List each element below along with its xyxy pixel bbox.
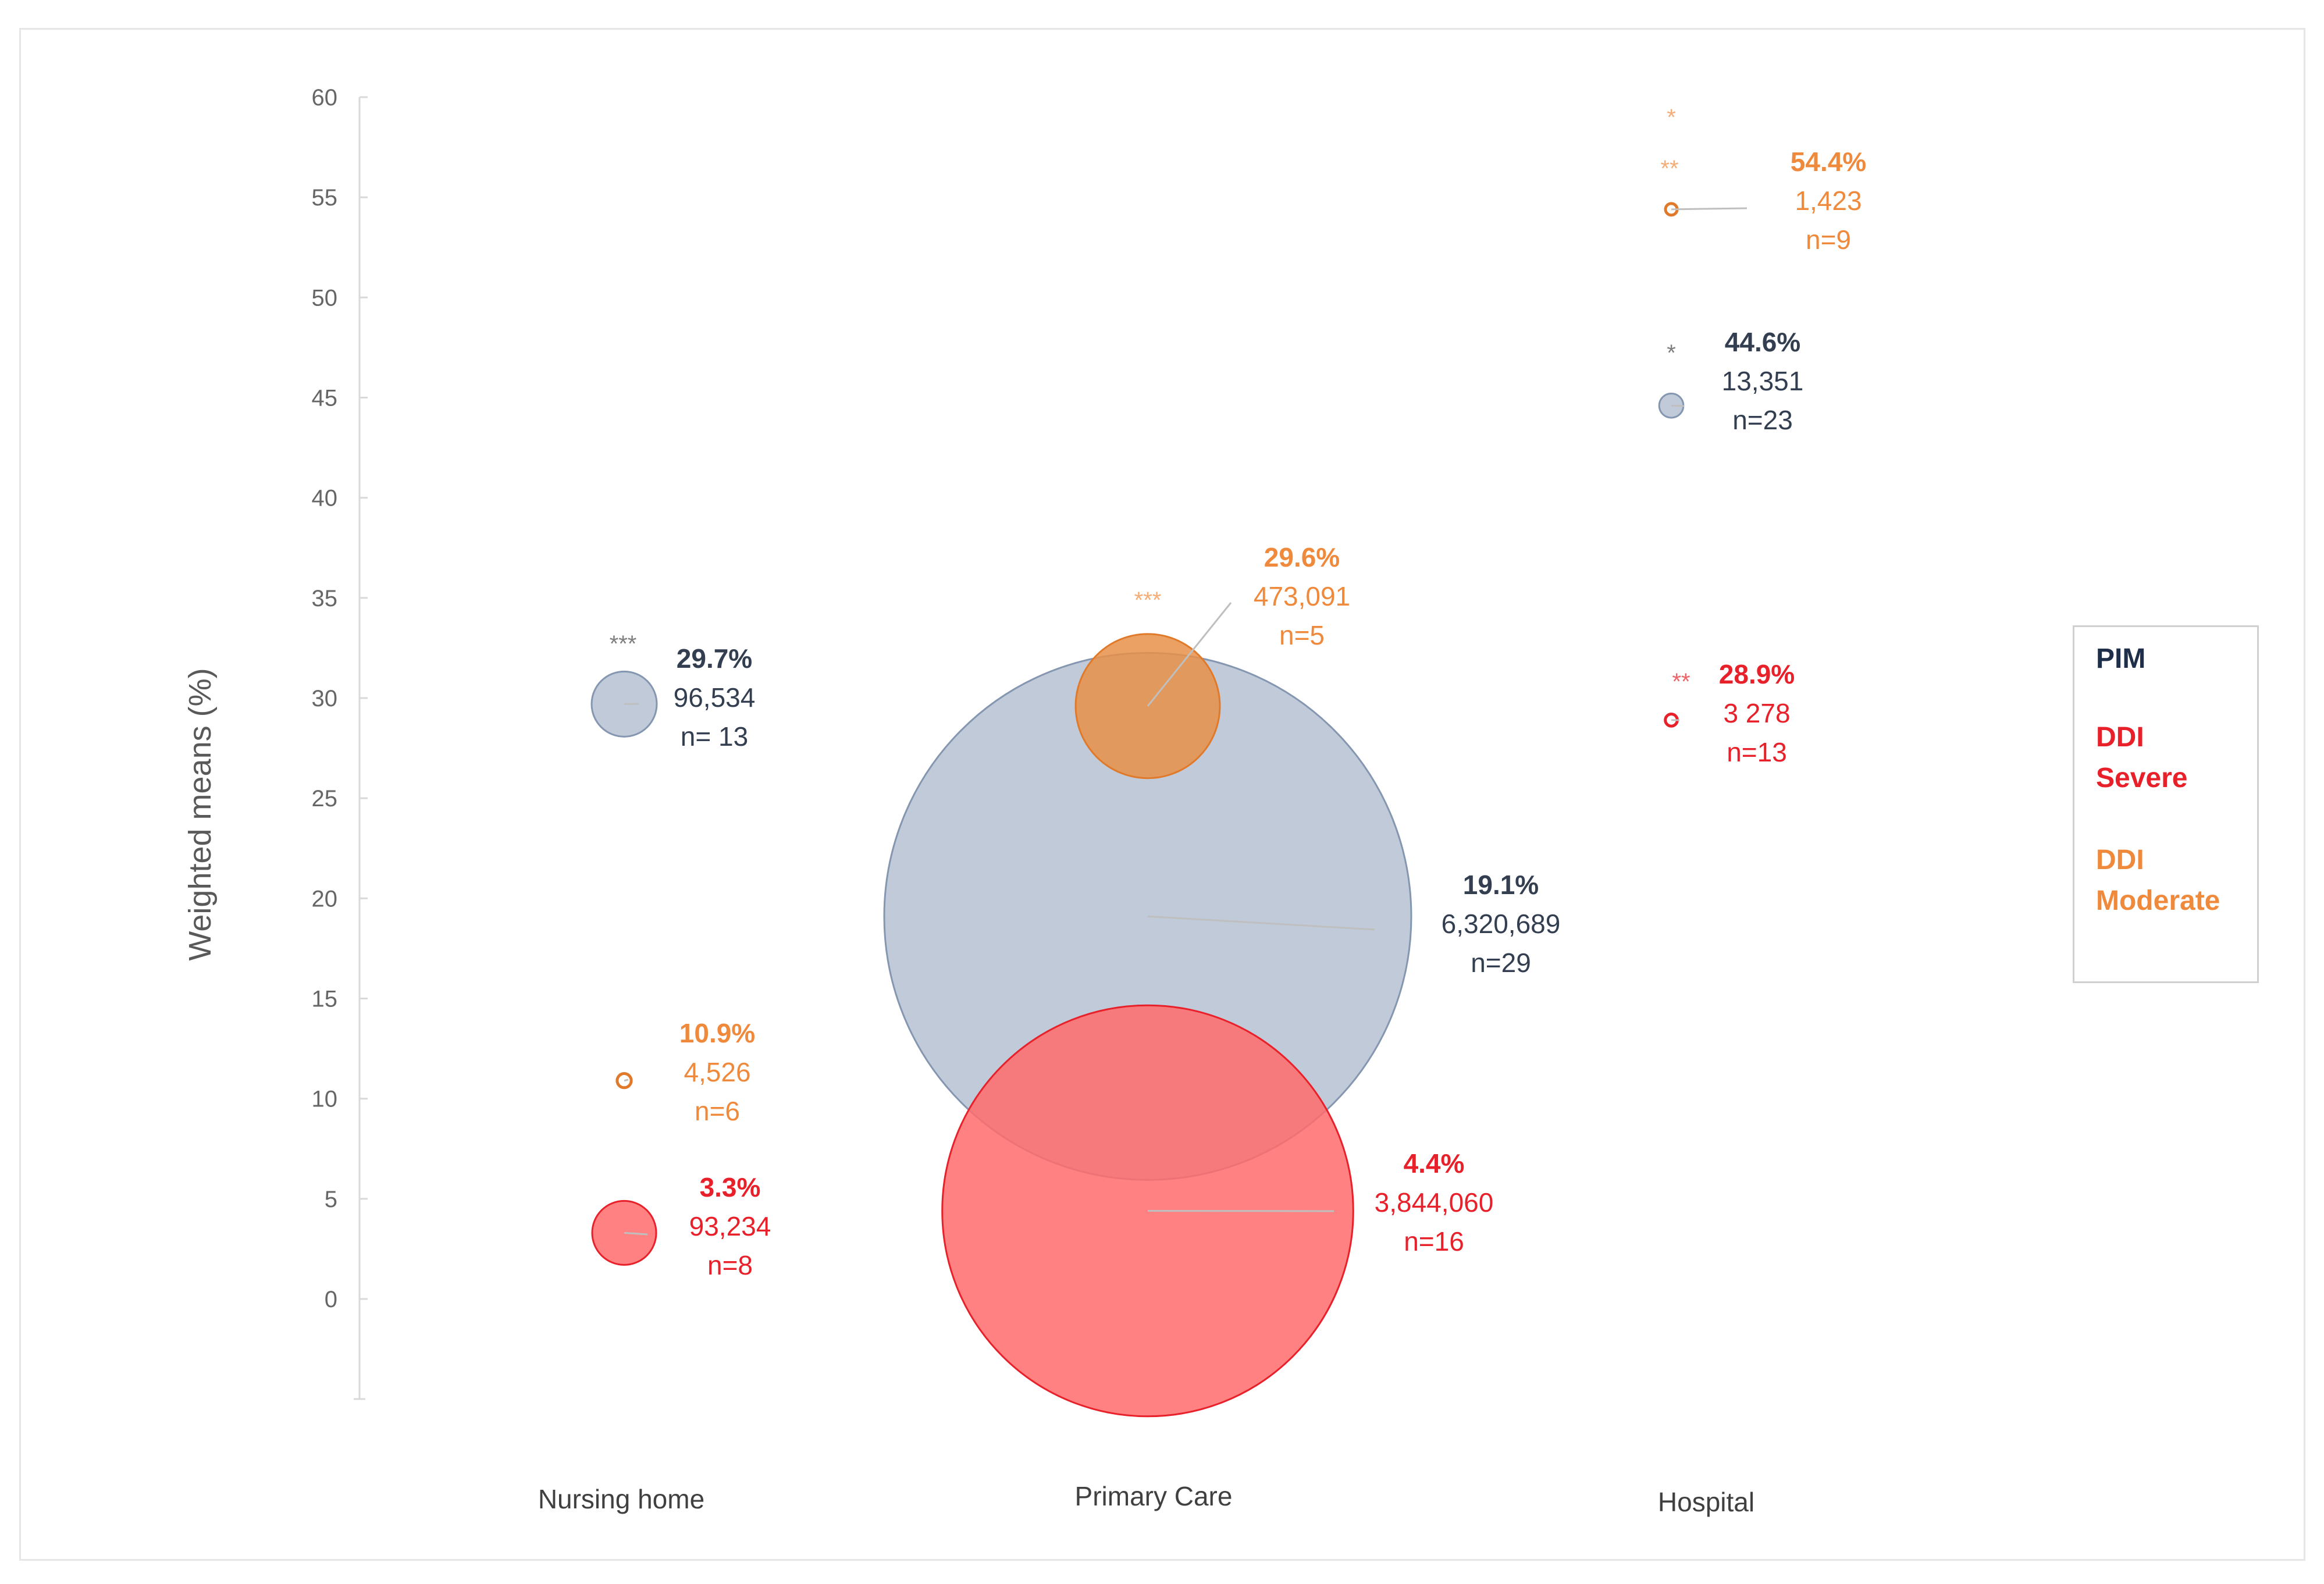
y-axis-label: Weighted means (%) bbox=[183, 668, 218, 960]
significance-stars: *** bbox=[1134, 588, 1162, 613]
data-label-n: n=16 bbox=[1404, 1226, 1464, 1256]
data-label-n: n= 13 bbox=[681, 721, 748, 752]
y-tick-label: 20 bbox=[312, 886, 338, 912]
leader-line bbox=[624, 1231, 648, 1236]
data-label-n: n=6 bbox=[695, 1096, 740, 1126]
data-label-count: 6,320,689 bbox=[1442, 909, 1561, 939]
y-tick-label: 30 bbox=[312, 686, 338, 711]
legend-item-pim: PIM bbox=[2096, 643, 2146, 674]
data-label-n: n=13 bbox=[1727, 737, 1787, 767]
x-axis-categories: Nursing home Primary Care Hospital bbox=[538, 1481, 1754, 1517]
leader-line bbox=[1671, 404, 1685, 407]
y-tick-label: 15 bbox=[312, 987, 338, 1012]
data-label-percent: 4.4% bbox=[1404, 1148, 1465, 1179]
y-tick-label: 10 bbox=[312, 1087, 338, 1112]
y-tick-label: 0 bbox=[325, 1287, 337, 1312]
y-tick-label: 40 bbox=[312, 486, 338, 511]
data-label-count: 96,534 bbox=[674, 682, 756, 713]
data-label-count: 473,091 bbox=[1254, 581, 1350, 611]
legend-item-ddi-moderate: DDI Moderate bbox=[2096, 845, 2220, 916]
data-label-percent: 54.4% bbox=[1791, 147, 1866, 177]
data-label-count: 3 278 bbox=[1723, 698, 1790, 728]
data-label-n: n=29 bbox=[1471, 948, 1531, 978]
y-tick-label: 25 bbox=[312, 786, 338, 811]
data-label-n: n=23 bbox=[1732, 405, 1793, 435]
data-label-count: 1,423 bbox=[1795, 186, 1862, 216]
y-tick-label: 55 bbox=[312, 185, 338, 211]
y-axis: 0 5 10 15 20 25 30 35 40 45 50 55 60 bbox=[312, 85, 368, 1400]
chart-frame bbox=[19, 28, 2305, 1561]
category-label: Nursing home bbox=[538, 1484, 704, 1514]
significance-stars: * bbox=[1667, 105, 1676, 130]
y-tick-label: 60 bbox=[312, 85, 338, 111]
bubble-ddi-moderate bbox=[1074, 633, 1221, 779]
data-label-percent: 44.6% bbox=[1725, 327, 1800, 357]
leader-line bbox=[1147, 915, 1375, 931]
data-label-n: n=9 bbox=[1806, 225, 1851, 255]
y-tick-label: 45 bbox=[312, 386, 338, 411]
data-label-count: 4,526 bbox=[684, 1057, 750, 1087]
y-tick-label: 35 bbox=[312, 586, 338, 611]
data-label-percent: 10.9% bbox=[679, 1018, 755, 1048]
significance-stars: *** bbox=[610, 631, 637, 657]
leader-line bbox=[1147, 602, 1232, 707]
significance-stars: * bbox=[1667, 340, 1676, 366]
data-label-count: 13,351 bbox=[1722, 366, 1804, 396]
leader-line bbox=[624, 1078, 629, 1082]
y-tick-label: 50 bbox=[312, 285, 338, 311]
data-label-percent: 28.9% bbox=[1719, 659, 1795, 689]
data-label-count: 93,234 bbox=[689, 1211, 771, 1241]
category-label: Hospital bbox=[1658, 1487, 1754, 1517]
data-label-n: n=8 bbox=[707, 1250, 753, 1280]
data-label-percent: 19.1% bbox=[1463, 870, 1539, 900]
data-label-percent: 29.6% bbox=[1264, 542, 1340, 572]
legend-item-ddi-severe: DDI Severe bbox=[2096, 722, 2188, 793]
data-label-count: 3,844,060 bbox=[1375, 1187, 1494, 1218]
significance-stars: ** bbox=[1672, 669, 1690, 695]
legend: PIM DDI Severe DDI Moderate bbox=[2073, 625, 2259, 983]
category-label: Primary Care bbox=[1075, 1481, 1233, 1511]
y-tick-label: 5 bbox=[325, 1187, 337, 1212]
data-label-n: n=5 bbox=[1279, 620, 1325, 650]
leader-line bbox=[1671, 207, 1748, 211]
significance-stars: ** bbox=[1660, 156, 1678, 181]
data-label-percent: 3.3% bbox=[700, 1172, 761, 1202]
data-label-percent: 29.7% bbox=[677, 643, 752, 674]
